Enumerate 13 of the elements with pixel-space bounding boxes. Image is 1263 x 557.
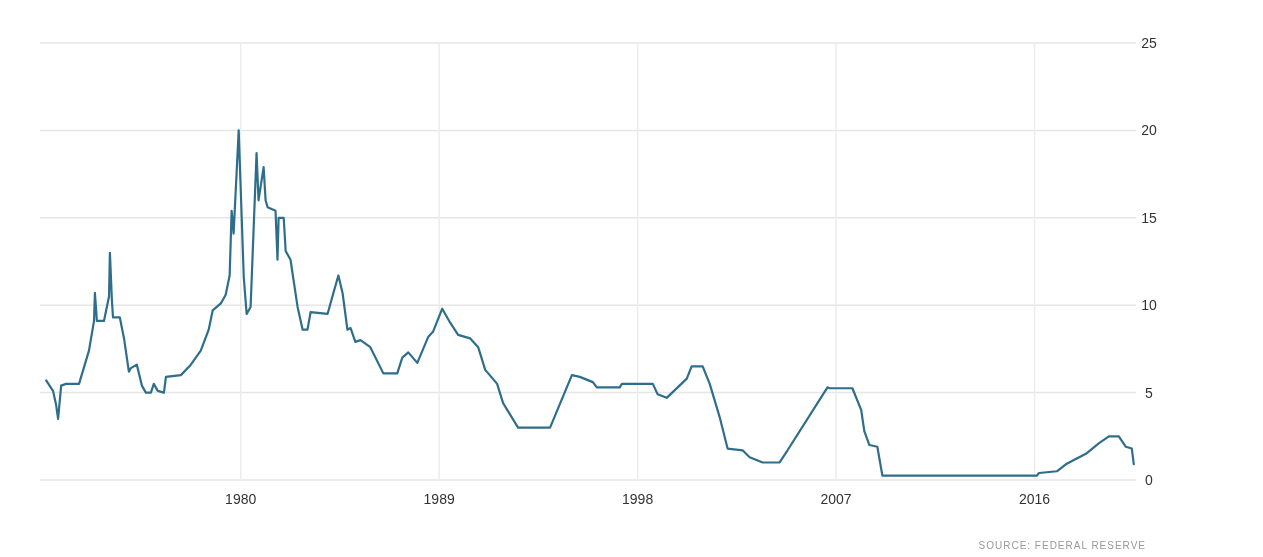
x-tick-label: 2016 (1018, 491, 1051, 507)
y-tick-label: 25 (1141, 35, 1157, 51)
source-note: SOURCE: FEDERAL RESERVE (978, 540, 1146, 551)
y-tick-label: 0 (1145, 472, 1154, 488)
y-tick-label: 20 (1141, 122, 1157, 139)
y-tick-label: 15 (1141, 209, 1157, 226)
y-tick-label: 5 (1145, 384, 1154, 401)
line-series (45, 129, 1135, 477)
x-tick-label: 2007 (820, 491, 852, 507)
x-tick-label: 1998 (622, 491, 654, 507)
x-tick-label: 1980 (225, 491, 257, 507)
y-tick-label: 10 (1141, 297, 1157, 314)
x-tick-label: 1989 (423, 491, 455, 507)
